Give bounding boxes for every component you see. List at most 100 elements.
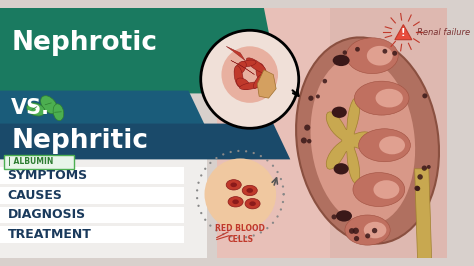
Circle shape — [215, 157, 218, 159]
Circle shape — [253, 152, 255, 154]
Ellipse shape — [374, 180, 399, 199]
Ellipse shape — [333, 55, 350, 66]
Ellipse shape — [353, 173, 405, 206]
Circle shape — [283, 193, 285, 196]
Ellipse shape — [345, 215, 390, 245]
Circle shape — [222, 233, 224, 235]
Circle shape — [200, 212, 202, 214]
Ellipse shape — [254, 74, 264, 88]
Ellipse shape — [355, 81, 409, 115]
Ellipse shape — [364, 222, 386, 238]
FancyBboxPatch shape — [4, 155, 73, 169]
Text: TREATMENT: TREATMENT — [8, 228, 91, 241]
Circle shape — [422, 165, 427, 171]
Circle shape — [282, 185, 284, 188]
Polygon shape — [226, 46, 245, 60]
Circle shape — [355, 47, 360, 52]
Text: VS.: VS. — [11, 98, 50, 118]
Circle shape — [200, 174, 202, 177]
Circle shape — [229, 151, 232, 153]
Circle shape — [331, 214, 337, 219]
Circle shape — [260, 231, 262, 234]
Ellipse shape — [379, 136, 405, 154]
Ellipse shape — [246, 188, 253, 193]
Circle shape — [197, 205, 200, 207]
FancyBboxPatch shape — [0, 187, 184, 204]
Ellipse shape — [53, 104, 64, 121]
Polygon shape — [0, 91, 205, 126]
FancyBboxPatch shape — [0, 167, 184, 184]
Circle shape — [322, 79, 327, 83]
Ellipse shape — [234, 66, 243, 87]
Text: RED BLOOD
CELLS: RED BLOOD CELLS — [215, 224, 265, 244]
Circle shape — [237, 236, 239, 239]
Ellipse shape — [27, 103, 45, 116]
Circle shape — [222, 153, 224, 156]
Ellipse shape — [296, 38, 439, 244]
Circle shape — [253, 234, 255, 237]
Circle shape — [209, 162, 211, 164]
Circle shape — [237, 150, 239, 152]
Text: SYMPTOMS: SYMPTOMS — [8, 169, 88, 182]
Ellipse shape — [346, 38, 398, 74]
Text: Nephrotic: Nephrotic — [11, 31, 157, 56]
Circle shape — [221, 46, 278, 103]
Ellipse shape — [41, 96, 57, 114]
Circle shape — [196, 197, 198, 199]
Text: CAUSES: CAUSES — [8, 189, 63, 202]
Ellipse shape — [246, 58, 266, 73]
Circle shape — [372, 228, 377, 233]
Circle shape — [272, 222, 274, 224]
Circle shape — [276, 171, 279, 173]
Circle shape — [354, 236, 359, 241]
Circle shape — [245, 150, 247, 152]
Circle shape — [282, 201, 284, 203]
Circle shape — [204, 159, 276, 230]
Circle shape — [201, 30, 299, 128]
Ellipse shape — [240, 82, 264, 90]
Circle shape — [427, 165, 431, 169]
FancyBboxPatch shape — [330, 8, 447, 258]
Circle shape — [266, 227, 268, 229]
Circle shape — [209, 225, 211, 227]
Circle shape — [343, 50, 347, 55]
Circle shape — [308, 95, 313, 101]
Circle shape — [353, 228, 359, 234]
Circle shape — [316, 94, 320, 98]
Text: Renal failure: Renal failure — [417, 28, 470, 37]
FancyBboxPatch shape — [0, 226, 184, 243]
Polygon shape — [0, 8, 281, 93]
Circle shape — [392, 51, 397, 56]
Circle shape — [280, 208, 282, 211]
Text: | ALBUMIN: | ALBUMIN — [8, 157, 53, 166]
Circle shape — [301, 138, 307, 143]
FancyBboxPatch shape — [0, 206, 184, 223]
Polygon shape — [0, 124, 290, 159]
Circle shape — [280, 178, 282, 180]
Circle shape — [196, 189, 198, 192]
Ellipse shape — [239, 60, 256, 67]
Circle shape — [349, 228, 355, 234]
Ellipse shape — [375, 89, 403, 107]
Circle shape — [215, 229, 218, 232]
Polygon shape — [395, 25, 412, 40]
Ellipse shape — [256, 63, 266, 82]
Polygon shape — [415, 169, 432, 258]
Ellipse shape — [235, 61, 246, 75]
Circle shape — [229, 235, 232, 238]
Circle shape — [415, 186, 420, 191]
Circle shape — [260, 155, 262, 157]
Circle shape — [272, 165, 274, 167]
Circle shape — [383, 49, 387, 54]
FancyBboxPatch shape — [0, 8, 447, 258]
Ellipse shape — [367, 46, 393, 66]
Circle shape — [422, 93, 428, 98]
Circle shape — [245, 236, 247, 238]
Circle shape — [304, 124, 310, 131]
Circle shape — [276, 215, 279, 218]
Circle shape — [414, 186, 419, 191]
FancyBboxPatch shape — [217, 8, 447, 258]
Polygon shape — [326, 97, 376, 184]
Polygon shape — [257, 70, 276, 98]
Circle shape — [204, 219, 206, 221]
